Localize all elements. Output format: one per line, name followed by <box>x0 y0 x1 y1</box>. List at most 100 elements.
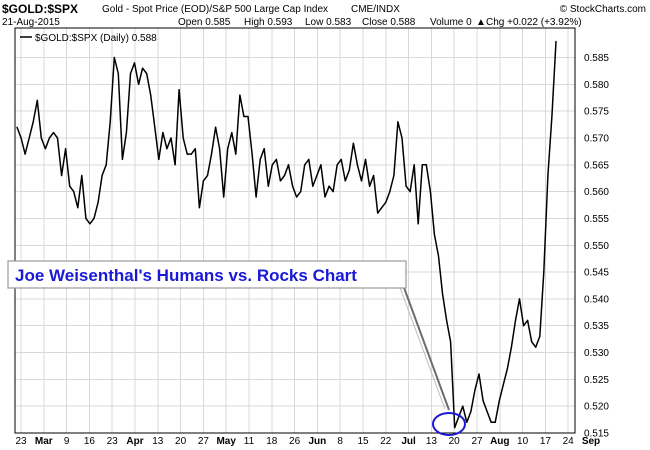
data-point <box>259 158 261 160</box>
data-point <box>389 191 391 193</box>
open-value: Open 0.585 <box>178 17 231 28</box>
data-point <box>219 148 221 150</box>
annotation-box <box>7 260 407 289</box>
data-point <box>16 126 18 128</box>
x-tick-label: 26 <box>289 436 301 447</box>
data-point <box>364 158 367 160</box>
data-point <box>231 132 233 134</box>
x-tick-label: 23 <box>15 436 27 447</box>
x-tick-label: May <box>216 436 236 447</box>
data-point <box>36 99 38 101</box>
data-point <box>243 115 245 118</box>
x-tick-label: 16 <box>84 436 96 447</box>
annotation-arrow-shaft <box>402 284 450 411</box>
data-point <box>73 191 75 193</box>
data-point <box>150 94 152 96</box>
data-point <box>235 153 237 155</box>
data-point <box>385 201 387 203</box>
data-point <box>506 368 508 370</box>
data-point <box>373 174 375 177</box>
data-point <box>523 325 525 327</box>
x-tick-label: Jun <box>309 436 327 447</box>
x-tick-label: 10 <box>517 436 529 447</box>
data-point <box>48 137 51 139</box>
data-point <box>441 292 444 295</box>
date-label: 21-Aug-2015 <box>2 17 60 28</box>
data-point <box>158 158 160 160</box>
data-point <box>65 148 67 150</box>
data-point <box>121 158 123 160</box>
data-point <box>377 212 379 214</box>
low-value: Low 0.583 <box>305 17 352 28</box>
data-point <box>255 196 257 198</box>
data-point <box>429 191 431 193</box>
data-point <box>316 174 318 177</box>
data-point <box>470 410 472 413</box>
y-tick-label: 0.570 <box>584 133 609 144</box>
data-point <box>450 341 452 343</box>
data-point <box>170 137 172 139</box>
data-point <box>494 421 496 423</box>
data-point <box>413 164 415 166</box>
data-point <box>142 67 144 69</box>
data-point <box>182 137 184 139</box>
data-point <box>482 400 484 402</box>
data-point <box>401 137 403 139</box>
data-point <box>527 319 529 321</box>
data-point <box>178 89 180 91</box>
data-point <box>198 207 200 209</box>
exchange-label: CME/INDX <box>351 4 400 15</box>
data-point <box>462 405 464 407</box>
y-tick-label: 0.530 <box>584 348 609 359</box>
data-point <box>296 196 298 198</box>
data-point <box>478 373 480 375</box>
data-point <box>166 148 168 150</box>
data-point <box>133 62 136 64</box>
data-point <box>539 335 541 337</box>
data-point <box>417 223 419 225</box>
data-point <box>210 153 213 155</box>
data-point <box>215 126 217 128</box>
y-axis: 0.515 0.520 0.525 0.530 0.535 0.540 0.545 0.550… <box>584 53 609 439</box>
data-point <box>186 153 188 155</box>
data-point <box>174 164 176 166</box>
data-point <box>466 421 468 423</box>
data-point <box>547 174 549 177</box>
data-point <box>287 164 290 166</box>
data-point <box>433 233 435 236</box>
plot-frame <box>14 27 576 434</box>
data-point <box>109 121 111 123</box>
data-point <box>56 137 59 139</box>
data-point <box>263 148 265 150</box>
data-point <box>409 191 411 193</box>
data-point <box>89 223 91 225</box>
data-point <box>279 180 281 182</box>
data-point <box>397 121 399 123</box>
data-point <box>28 137 30 139</box>
y-tick-label: 0.540 <box>584 294 609 305</box>
y-tick-label: 0.535 <box>584 321 609 332</box>
x-tick-label: 20 <box>175 436 187 447</box>
data-point <box>474 389 476 391</box>
y-tick-label: 0.555 <box>584 214 609 225</box>
data-point <box>344 180 346 182</box>
volume-value: Volume 0 <box>430 17 472 28</box>
data-point <box>44 148 47 150</box>
data-point <box>332 191 334 193</box>
data-point <box>271 164 273 166</box>
data-point <box>223 196 225 198</box>
y-tick-label: 0.575 <box>584 107 609 118</box>
data-point <box>52 132 55 134</box>
x-tick-label: 27 <box>198 436 210 447</box>
data-point <box>543 271 545 273</box>
data-point <box>162 132 164 134</box>
data-point <box>202 180 204 182</box>
watermark: © StockCharts.com <box>560 4 646 15</box>
data-point <box>40 137 42 139</box>
data-point <box>531 341 533 343</box>
x-tick-label: 24 <box>563 436 575 447</box>
data-point <box>239 94 241 96</box>
data-point <box>105 164 107 166</box>
data-point <box>340 158 342 160</box>
data-point <box>113 56 115 59</box>
